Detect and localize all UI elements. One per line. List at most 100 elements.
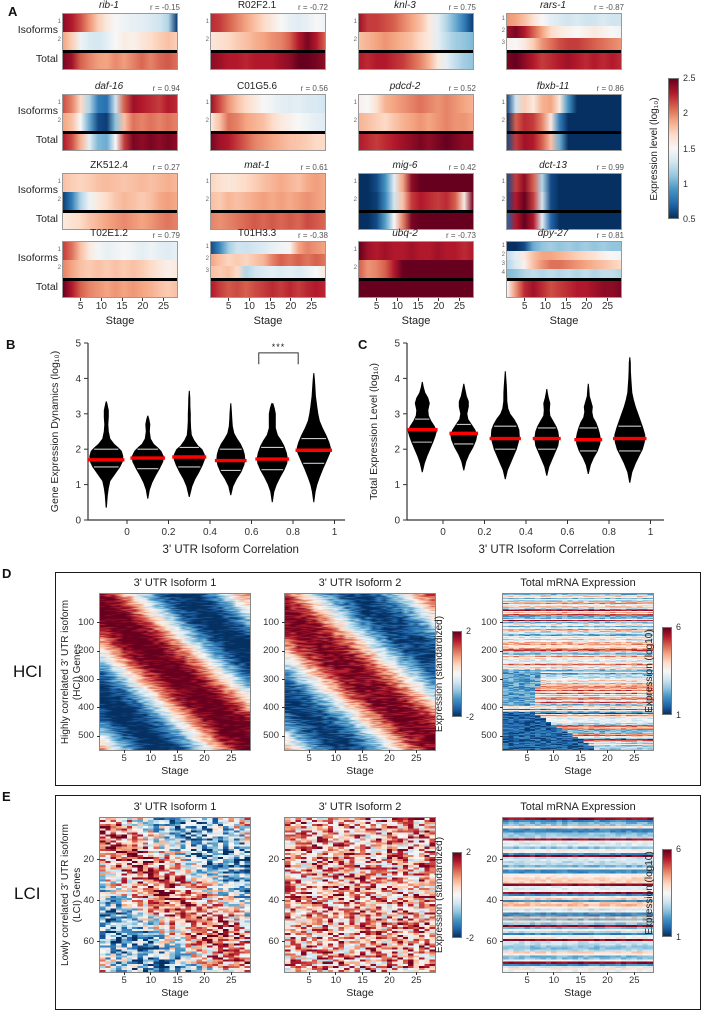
total-heat-row bbox=[359, 53, 473, 69]
x-tick-label: 1 bbox=[332, 527, 338, 538]
total-heat-row bbox=[211, 134, 325, 150]
x-tick-label: 10 bbox=[548, 975, 560, 986]
r-value: r = 0.79 bbox=[152, 231, 180, 240]
y-tick-label: 3 bbox=[394, 409, 400, 420]
x-tick-label: 0.4 bbox=[519, 527, 533, 538]
x-axis-label: Stage bbox=[346, 987, 374, 999]
x-tick-mark bbox=[526, 972, 528, 975]
gene-name: pdcd-2 bbox=[389, 81, 421, 92]
x-axis-label: Stage bbox=[346, 765, 374, 777]
isoform-2-heat-row bbox=[63, 192, 177, 210]
expression-colorbar-tick: 2.5 bbox=[683, 73, 696, 83]
isoform-number: 2 bbox=[353, 197, 357, 203]
x-tick-label: 15 bbox=[116, 301, 128, 312]
isoform-number: 3 bbox=[501, 260, 505, 267]
x-tick-label: 25 bbox=[157, 301, 170, 312]
y-tick-label: 20 bbox=[268, 853, 279, 865]
x-tick-mark bbox=[376, 298, 378, 301]
y-tick-label: 300 bbox=[78, 673, 94, 685]
y-tick-label: 400 bbox=[481, 701, 497, 713]
d-std-colorbar-tick: 2 bbox=[466, 626, 472, 636]
x-tick-label: 10 bbox=[145, 975, 157, 986]
e-log-colorbar-label: Expression (log10) bbox=[644, 783, 656, 1003]
isoform-1-heat-row bbox=[359, 174, 473, 192]
e-std-colorbar-label: Expression (standardized) bbox=[434, 785, 446, 1005]
x-tick-label: 20 bbox=[602, 975, 613, 986]
gene-name: knl-3 bbox=[394, 0, 416, 11]
x-axis-label: Stage bbox=[105, 315, 135, 327]
mini-chart-plot: 1 2 3 4 bbox=[502, 241, 622, 298]
y-tick-label: 20 bbox=[486, 853, 497, 865]
isoform-2-heat-row bbox=[63, 113, 177, 131]
x-tick-label: 15 bbox=[575, 753, 586, 764]
x-tick-label: 20 bbox=[433, 301, 445, 312]
x-tick-mark bbox=[150, 750, 152, 753]
x-tick-label: 15 bbox=[357, 975, 368, 986]
y-tick-mark bbox=[500, 941, 503, 943]
isoform-1-heat-row bbox=[507, 242, 621, 251]
y-tick-label: 300 bbox=[263, 673, 279, 685]
y-tick-mark bbox=[97, 900, 100, 902]
y-tick-label: 500 bbox=[78, 730, 94, 742]
y-tick-label: 0 bbox=[75, 516, 81, 527]
e-std-colorbar-label-line: Expression (standardized) bbox=[434, 836, 445, 954]
x-tick-mark bbox=[553, 972, 555, 975]
isoform-number: 1 bbox=[205, 179, 209, 185]
x-axis-label: 3' UTR Isoform Correlation bbox=[163, 544, 299, 556]
gene-name: T01H3.3 bbox=[237, 228, 277, 239]
isoform-2-heat-row bbox=[507, 192, 621, 210]
isoform-1-heat-row bbox=[359, 14, 473, 32]
y-tick-mark bbox=[500, 679, 503, 681]
r-value: r = 0.52 bbox=[448, 84, 476, 93]
x-tick-label: 15 bbox=[172, 975, 183, 986]
isoform-number: 2 bbox=[57, 197, 61, 203]
y-tick-label: 40 bbox=[268, 894, 279, 906]
y-tick-mark bbox=[500, 650, 503, 652]
isoform-1-heat-row bbox=[507, 14, 621, 26]
x-tick-label: 25 bbox=[453, 301, 466, 312]
isoforms-row-label: Isoforms bbox=[17, 184, 58, 196]
x-axis-label: Stage bbox=[161, 987, 189, 999]
expression-colorbar-label: Expression level (log₁₀) bbox=[649, 39, 661, 259]
isoforms-row-label: Isoforms bbox=[17, 24, 58, 36]
y-tick-label: 0 bbox=[394, 516, 400, 527]
x-tick-label: 25 bbox=[601, 301, 614, 312]
isoform-number: 2 bbox=[353, 265, 357, 271]
isoform-number: 2 bbox=[205, 37, 209, 43]
y-tick-label: 500 bbox=[481, 730, 497, 742]
x-tick-mark bbox=[362, 750, 364, 753]
isoform-2-heat-row bbox=[359, 113, 473, 131]
x-tick-label: 5 bbox=[77, 301, 84, 312]
x-tick-label: 10 bbox=[391, 301, 403, 312]
isoform-number: 1 bbox=[501, 16, 505, 22]
y-tick-mark bbox=[97, 650, 100, 652]
total-heat-row bbox=[63, 53, 177, 69]
y-tick-mark bbox=[97, 941, 100, 943]
isoform-number: 2 bbox=[501, 197, 505, 203]
expression-colorbar-tick: 0.5 bbox=[683, 214, 696, 224]
y-tick-mark bbox=[97, 622, 100, 624]
x-tick-label: 1 bbox=[648, 527, 654, 538]
x-tick-label: 5 bbox=[521, 301, 528, 312]
r-value: r = 0.94 bbox=[152, 84, 180, 93]
violin-body bbox=[490, 371, 520, 480]
x-tick-mark bbox=[396, 298, 398, 301]
significance-stars: *** bbox=[272, 342, 286, 352]
r-value: r = 0.56 bbox=[300, 84, 328, 93]
x-tick-mark bbox=[100, 298, 102, 301]
isoform-number: 1 bbox=[501, 179, 505, 185]
x-axis-label: 3' UTR Isoform Correlation bbox=[479, 544, 615, 556]
violin-body bbox=[450, 383, 478, 471]
x-tick-label: 0 bbox=[124, 527, 130, 538]
isoform-2-heat-row bbox=[507, 113, 621, 131]
x-axis-label: Stage bbox=[564, 987, 592, 999]
y-tick-label: 40 bbox=[83, 894, 94, 906]
total-heat-row bbox=[359, 281, 473, 297]
isoform-total-divider bbox=[63, 131, 177, 134]
